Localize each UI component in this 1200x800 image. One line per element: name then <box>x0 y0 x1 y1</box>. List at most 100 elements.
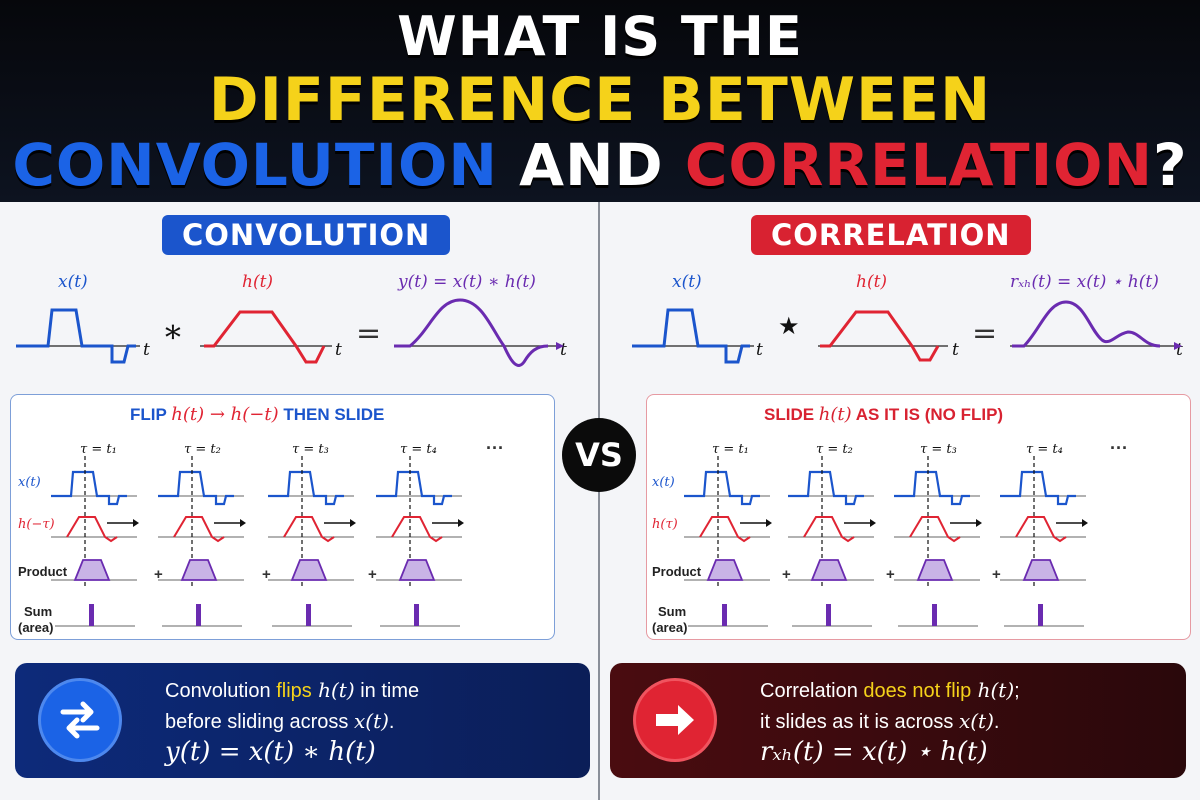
conv-tau-4: τ = t₄ <box>400 442 437 457</box>
product-area <box>398 559 436 581</box>
sum-bar <box>1038 604 1043 626</box>
corr-ellipsis: ··· <box>1110 438 1128 458</box>
conv-row-sum: Sum <box>24 604 53 619</box>
sum-bar <box>932 604 937 626</box>
corr-summary-formula: rₓₕ(t) = x(t) ⋆ h(t) <box>760 737 988 767</box>
sum-bar <box>414 604 419 626</box>
corr-row-sum: Sum <box>658 604 687 619</box>
corr-summary-mid: ; <box>1014 680 1020 702</box>
conv-summary-pre: Convolution <box>165 680 277 702</box>
slide-arrowhead <box>870 519 876 527</box>
conv-row-product: Product <box>18 564 68 579</box>
slide-arrowhead <box>240 519 246 527</box>
x-row-signal <box>684 470 760 506</box>
conv-step-4 <box>376 456 464 627</box>
corr-x-label: x(t) <box>672 272 702 292</box>
h-row-signal <box>909 516 961 543</box>
correlation-summary: Correlation does not flip h(t); it slide… <box>610 663 1186 778</box>
product-area <box>706 559 744 581</box>
conv-panel-title-pre: FLIP <box>130 405 172 424</box>
conv-panel-title-post: THEN SLIDE <box>278 405 385 424</box>
corr-tau-3: τ = t₃ <box>920 442 957 457</box>
conv-step-1 <box>51 456 139 627</box>
correlation-operator: ★ <box>778 312 800 340</box>
conv-equals: = <box>356 316 382 351</box>
corr-row-x: x(t) <box>652 475 675 490</box>
corr-h-signal <box>818 310 948 362</box>
product-area <box>73 559 111 581</box>
conv-summary-line2-post: . <box>388 711 395 733</box>
sum-bar <box>306 604 311 626</box>
corr-tau-2: τ = t₂ <box>816 442 853 457</box>
convolution-heading: CONVOLUTION <box>162 215 451 255</box>
h-row-signal <box>1015 516 1067 543</box>
conv-plus-2: + <box>262 566 271 583</box>
title-line-1: WHAT IS THE <box>397 5 803 68</box>
corr-r-signal <box>1010 300 1182 350</box>
conv-y-signal <box>394 298 564 367</box>
conv-plus-1: + <box>154 566 163 583</box>
title-line-3: CONVOLUTION AND CORRELATION? <box>0 132 1200 198</box>
corr-summary-key: does not flip <box>863 680 972 702</box>
corr-panel-title: SLIDE h(t) AS IT IS (NO FLIP) <box>764 404 1003 425</box>
corr-summary-text: Correlation does not flip h(t); it slide… <box>760 675 1020 737</box>
conv-y-t-axis: t <box>560 340 567 360</box>
slide-arrowhead <box>766 519 772 527</box>
slide-arrowhead <box>976 519 982 527</box>
conv-tau-2: τ = t₂ <box>184 442 221 457</box>
conv-row-x: x(t) <box>18 475 41 490</box>
sum-bar <box>826 604 831 626</box>
conv-summary-text: Convolution flips h(t) in time before sl… <box>165 675 419 737</box>
corr-plus-1: + <box>782 566 791 583</box>
product-area <box>916 559 954 581</box>
corr-x-signal <box>632 308 754 364</box>
conv-summary-line2: before sliding across <box>165 711 354 733</box>
h-row-signal <box>391 516 443 543</box>
center-divider <box>598 202 600 800</box>
conv-h-signal <box>200 310 332 364</box>
x-row-signal <box>1000 470 1076 506</box>
title-question-mark: ? <box>1153 131 1188 199</box>
conv-row-area: (area) <box>18 620 54 635</box>
corr-plus-2: + <box>886 566 895 583</box>
corr-summary-pre: Correlation <box>760 680 864 702</box>
corr-panel-title-math: h(t) <box>818 404 852 425</box>
convolution-steps-panel <box>10 394 555 640</box>
corr-r-label: rₓₕ(t) = x(t) ⋆ h(t) <box>1010 272 1159 292</box>
h-row-signal <box>66 516 118 543</box>
conv-tau-3: τ = t₃ <box>292 442 329 457</box>
corr-row-product: Product <box>652 564 702 579</box>
slide-arrowhead <box>133 519 139 527</box>
corr-summary-line2: it slides as it is across <box>760 711 959 733</box>
correlation-steps-panel <box>646 394 1191 640</box>
sum-bar <box>196 604 201 626</box>
h-row-signal <box>173 516 225 543</box>
slide-arrowhead <box>350 519 356 527</box>
h-row-signal <box>283 516 335 543</box>
corr-signals <box>632 300 1182 364</box>
conv-tau-1: τ = t₁ <box>80 442 117 457</box>
corr-row-h: h(τ) <box>652 517 678 532</box>
corr-step-2 <box>788 456 876 627</box>
corr-row-area: (area) <box>652 620 688 635</box>
product-area <box>810 559 848 581</box>
convolution-operator: ∗ <box>162 312 184 350</box>
conv-x-t-axis: t <box>143 340 150 360</box>
corr-h-label: h(t) <box>856 272 888 292</box>
conv-summary-formula: y(t) = x(t) ∗ h(t) <box>165 737 376 767</box>
sum-bar <box>722 604 727 626</box>
corr-x-t-axis: t <box>756 340 763 360</box>
conv-h-t-axis: t <box>335 340 342 360</box>
conv-panel-title-math: h(t) → h(−t) <box>171 404 279 425</box>
product-area <box>290 559 328 581</box>
vs-badge: VS <box>562 418 636 492</box>
title-and: AND <box>497 131 685 199</box>
conv-step-graphics <box>51 456 464 627</box>
convolution-summary: Convolution flips h(t) in time before sl… <box>15 663 590 778</box>
x-row-signal <box>376 470 452 506</box>
product-area <box>180 559 218 581</box>
conv-h-label: h(t) <box>242 272 274 292</box>
conv-plus-3: + <box>368 566 377 583</box>
corr-h-t-axis: t <box>952 340 959 360</box>
